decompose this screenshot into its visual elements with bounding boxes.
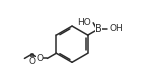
Text: OH: OH xyxy=(109,24,123,33)
Text: HO: HO xyxy=(77,18,91,27)
Text: B: B xyxy=(95,24,102,34)
Text: O: O xyxy=(36,54,43,63)
Text: O: O xyxy=(28,57,36,66)
